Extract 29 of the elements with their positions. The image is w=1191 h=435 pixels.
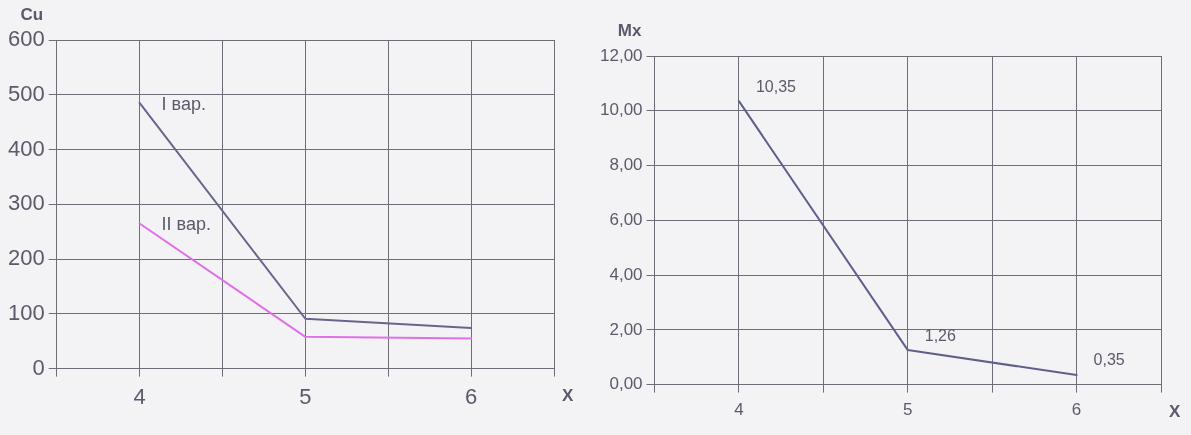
x-tick-label: 6 <box>464 383 478 409</box>
y-tick-label: 300 <box>7 190 45 216</box>
y-tick-label: 200 <box>7 245 45 271</box>
y-tick-label: 8,00 <box>609 155 643 175</box>
x-axis-title: X <box>1169 402 1181 422</box>
y-tick-label: 500 <box>7 80 45 106</box>
series-label: II вар. <box>161 214 211 235</box>
x-tick-label: 4 <box>133 383 146 409</box>
data-label: 0,35 <box>1093 351 1125 369</box>
y-tick-label: 6,00 <box>609 209 643 229</box>
y-axis-title: Cu <box>20 5 44 25</box>
y-tick-label: 2,00 <box>609 319 643 339</box>
y-tick-label: 600 <box>7 26 45 52</box>
data-label: 10,35 <box>755 77 797 95</box>
y-tick-label: 12,00 <box>599 45 643 65</box>
x-tick-label: 4 <box>734 400 744 420</box>
x-tick-label: 5 <box>903 400 913 420</box>
y-tick-label: 0,00 <box>609 374 643 394</box>
y-axis-title: Mx <box>617 21 642 41</box>
y-tick-label: 0 <box>32 354 45 380</box>
data-label: 1,26 <box>924 326 957 344</box>
series-label: I вар. <box>161 93 206 114</box>
x-tick-label: 5 <box>299 383 312 409</box>
x-axis-title: X <box>562 386 574 406</box>
y-tick-label: 400 <box>7 135 45 161</box>
y-tick-label: 100 <box>7 299 45 325</box>
y-tick-label: 4,00 <box>609 264 643 284</box>
x-tick-label: 6 <box>1071 400 1082 420</box>
y-tick-label: 10,00 <box>599 100 643 120</box>
